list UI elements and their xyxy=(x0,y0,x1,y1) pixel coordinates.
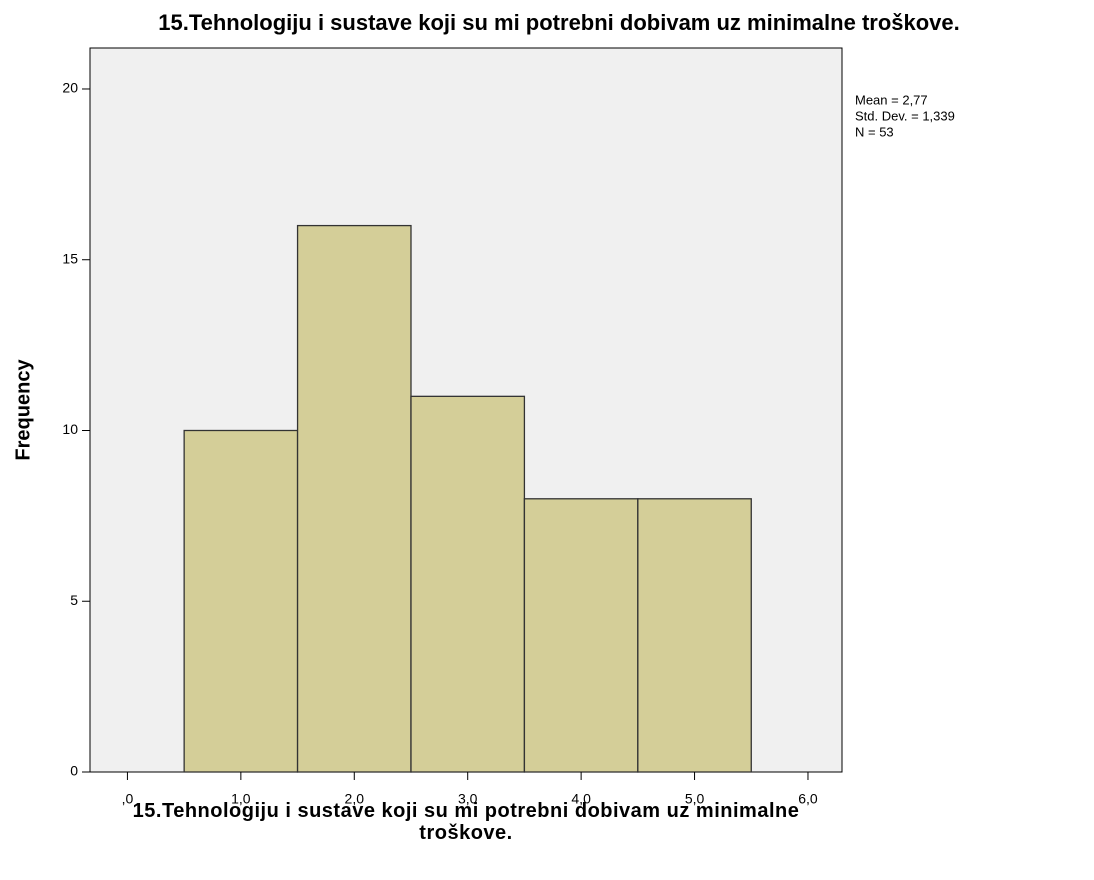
stat-annotation: Std. Dev. = 1,339 xyxy=(855,108,955,123)
bar xyxy=(183,429,299,773)
y-axis-label: Frequency xyxy=(12,359,34,461)
bar xyxy=(410,395,526,773)
x-axis-label: 15.Tehnologiju i sustave koji su mi potr… xyxy=(132,800,800,844)
x-tick-label: 6,0 xyxy=(798,791,818,807)
y-tick-label: 5 xyxy=(70,592,78,608)
x-tick-label: 3,0 xyxy=(458,791,478,807)
bar xyxy=(296,224,412,773)
y-tick-label: 0 xyxy=(70,763,78,779)
bar xyxy=(523,498,639,773)
y-tick-label: 10 xyxy=(62,421,78,437)
x-tick-label: 4,0 xyxy=(571,791,591,807)
x-tick-label: 2,0 xyxy=(345,791,365,807)
y-tick-label: 15 xyxy=(62,250,78,266)
stat-annotation: Mean = 2,77 xyxy=(855,92,928,107)
x-tick-label: ,0 xyxy=(122,791,134,807)
bar xyxy=(637,498,752,773)
y-tick-label: 20 xyxy=(62,80,78,96)
stat-annotation: N = 53 xyxy=(855,124,894,139)
x-tick-label: 5,0 xyxy=(685,791,705,807)
chart-title: 15.Tehnologiju i sustave koji su mi potr… xyxy=(158,10,960,35)
x-tick-label: 1,0 xyxy=(231,791,251,807)
